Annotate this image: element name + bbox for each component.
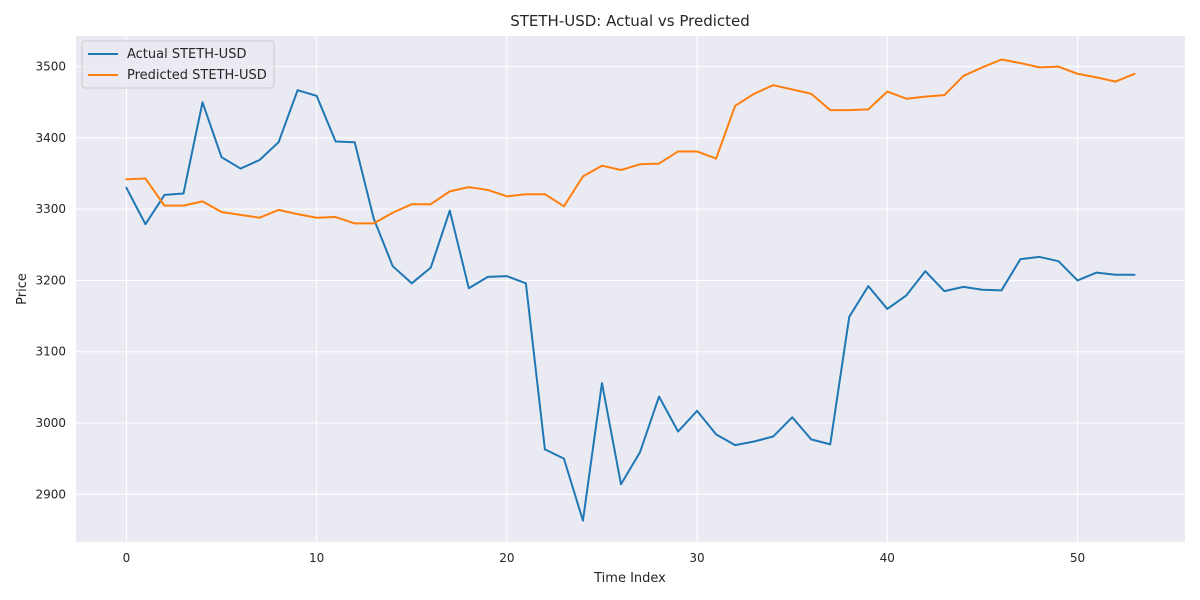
chart-title: STETH-USD: Actual vs Predicted: [510, 12, 750, 30]
predicted-series-line: [125, 58, 1136, 225]
x-tick-label: 0: [123, 551, 131, 565]
y-tick-label: 3400: [35, 131, 66, 145]
y-axis-label: Price: [15, 273, 30, 305]
x-tick-label: 30: [689, 551, 704, 565]
legend-label-actual: Actual STETH-USD: [127, 47, 246, 62]
y-tick-label: 2900: [35, 487, 66, 501]
y-tick-label: 3300: [35, 202, 66, 216]
y-tick-label: 3000: [35, 416, 66, 430]
y-tick-label: 3500: [35, 60, 66, 74]
x-tick-label: 50: [1070, 551, 1085, 565]
x-gridlines: [125, 36, 1079, 542]
y-tick-label: 3100: [35, 345, 66, 359]
x-tick-labels: 0 10 20 30 40 50: [123, 551, 1086, 565]
legend: Actual STETH-USD Predicted STETH-USD: [81, 40, 275, 89]
y-gridlines: [76, 66, 1185, 495]
x-tick-label: 40: [880, 551, 895, 565]
plot-background: [76, 36, 1185, 542]
legend-box: [81, 40, 275, 89]
y-tick-labels: 2900 3000 3100 3200 3300 3400 3500: [35, 60, 66, 502]
x-tick-label: 20: [499, 551, 514, 565]
series-layer: [125, 58, 1136, 522]
y-tick-label: 3200: [35, 273, 66, 287]
x-axis-label: Time Index: [593, 571, 666, 586]
actual-series-line: [125, 89, 1136, 522]
x-tick-label: 10: [309, 551, 324, 565]
legend-label-predicted: Predicted STETH-USD: [127, 68, 267, 83]
